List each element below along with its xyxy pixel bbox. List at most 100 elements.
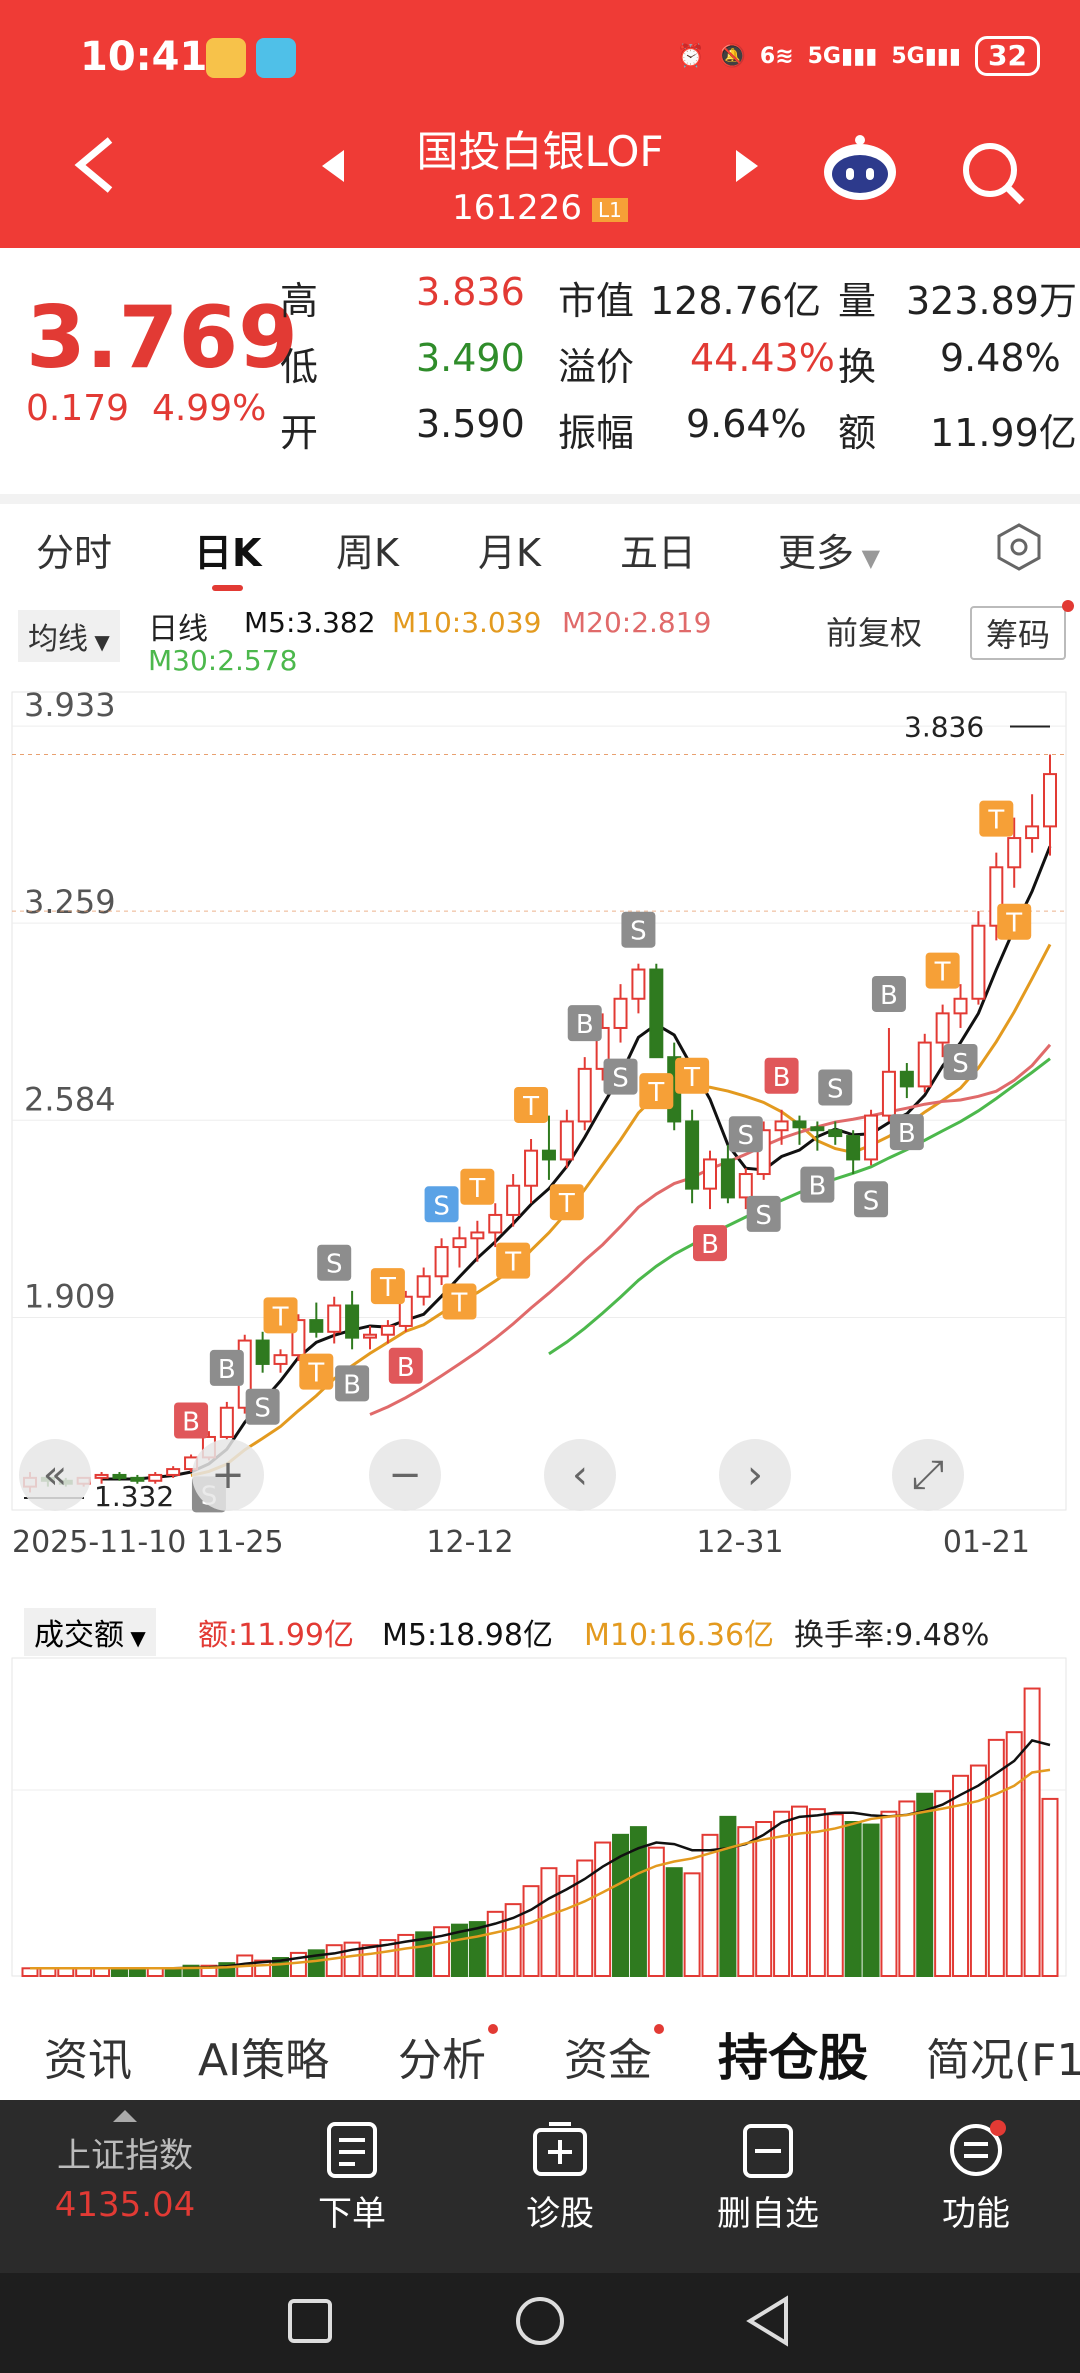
volume-bar xyxy=(450,1923,468,1977)
next-stock-button[interactable] xyxy=(736,150,758,182)
volume-bar xyxy=(415,1931,433,1978)
tab-weekly-k[interactable]: 周K xyxy=(336,531,399,575)
tab-analysis[interactable]: 分析 xyxy=(398,2024,498,2088)
volume-bar xyxy=(1005,1731,1023,1977)
functions-button[interactable]: 功能 xyxy=(906,2120,1046,2235)
order-button[interactable]: 下单 xyxy=(282,2120,422,2235)
index-ticker[interactable]: 上证指数 4135.04 xyxy=(40,2110,210,2225)
home-icon[interactable] xyxy=(514,2295,566,2347)
prev-stock-button[interactable] xyxy=(322,150,344,182)
candle-body xyxy=(148,1473,163,1482)
control-circle xyxy=(19,1439,91,1511)
trade-marker-S: S xyxy=(317,1244,352,1281)
marker-badge xyxy=(370,1268,405,1305)
candle-body xyxy=(1007,837,1022,869)
ma-selector[interactable]: 均线 ▼ xyxy=(18,610,120,662)
control-glyph: ‹ xyxy=(572,1452,588,1498)
volume-bar xyxy=(934,1790,952,1977)
marker-letter: T xyxy=(934,958,951,988)
volume-bar xyxy=(540,1867,558,1977)
marker-badge xyxy=(460,1168,495,1205)
turnover-value: 9.48% xyxy=(940,336,1061,380)
x-tick-label: 12-31 xyxy=(696,1525,783,1560)
marker-badge xyxy=(854,1181,889,1218)
weibo-icon xyxy=(206,38,246,78)
bottom-dock: 上证指数 4135.04 下单 诊股 删自选 功能 xyxy=(0,2100,1080,2273)
diagnose-icon xyxy=(533,2122,587,2176)
marker-letter: B xyxy=(343,1370,361,1400)
candle-body xyxy=(935,1012,950,1044)
marker-letter: S xyxy=(827,1074,844,1104)
tab-intraday[interactable]: 分时 xyxy=(36,531,113,575)
mcap-label: 市值 xyxy=(558,279,635,323)
tab-five-day[interactable]: 五日 xyxy=(620,531,697,575)
back-icon[interactable] xyxy=(70,135,120,195)
x-tick-label: 01-21 xyxy=(943,1525,1030,1560)
recent-apps-icon[interactable] xyxy=(286,2297,334,2345)
chevron-down-icon: ▼ xyxy=(854,544,881,572)
remove-watchlist-button[interactable]: 删自选 xyxy=(698,2120,838,2235)
volume-bar xyxy=(737,1826,755,1977)
control-circle xyxy=(192,1439,264,1511)
tab-holdings[interactable]: 持仓股 xyxy=(718,2029,868,2087)
volume-bar xyxy=(397,1933,415,1977)
marker-badge xyxy=(997,903,1032,940)
candle-body xyxy=(524,1149,539,1187)
settings-hexagon-icon[interactable] xyxy=(994,522,1044,572)
marker-badge xyxy=(621,911,656,948)
candle-body xyxy=(792,1120,807,1129)
volume-bar xyxy=(325,1944,343,1978)
fullscreen-button[interactable]: ⤢ xyxy=(892,1439,964,1511)
scroll-left-button[interactable]: « xyxy=(19,1439,91,1511)
candle-body xyxy=(917,1041,932,1088)
y-tick-label: 1.909 xyxy=(24,1277,116,1315)
candle-body xyxy=(828,1129,843,1138)
tab-ai-strategy[interactable]: AI策略 xyxy=(198,2035,330,2086)
volume-bar xyxy=(826,1813,844,1977)
kline-chart[interactable]: 3.9333.2592.5841.909BSBSTTSBTBSTTTTTBSST… xyxy=(0,680,1080,1610)
period-tabs: 分时 日K 周K 月K 五日 更多 ▼ xyxy=(0,510,1080,591)
adjust-mode[interactable]: 前复权 xyxy=(826,614,923,652)
volume-bar xyxy=(987,1738,1005,1977)
volume-bar xyxy=(200,1964,218,1978)
candle-body xyxy=(273,1354,288,1365)
volume-bar xyxy=(379,1939,397,1978)
tab-profile[interactable]: 简况(F1 xyxy=(926,2035,1080,2086)
tab-funds[interactable]: 资金 xyxy=(564,2024,664,2088)
next-button[interactable]: › xyxy=(719,1439,791,1511)
candle-body xyxy=(452,1237,467,1249)
robot-assistant-icon[interactable] xyxy=(820,132,900,204)
prev-button[interactable]: ‹ xyxy=(544,1439,616,1511)
tab-monthly-k[interactable]: 月K xyxy=(478,531,541,575)
candle-body xyxy=(130,1476,145,1482)
volume-label: 量 xyxy=(838,279,877,323)
tab-more[interactable]: 更多 ▼ xyxy=(778,531,881,575)
tab-news[interactable]: 资讯 xyxy=(44,2035,132,2086)
marker-badge xyxy=(889,1114,924,1151)
trade-marker-T: T xyxy=(442,1283,477,1320)
marker-letter: B xyxy=(880,981,898,1011)
zoom-in-button[interactable]: + xyxy=(192,1439,264,1511)
volume-bar xyxy=(576,1859,594,1977)
volume-bar xyxy=(629,1826,647,1977)
marker-letter: T xyxy=(1005,909,1022,939)
x-tick-label: 12-12 xyxy=(426,1525,513,1560)
back-nav-icon[interactable] xyxy=(744,2295,792,2347)
candle-body xyxy=(416,1275,431,1298)
trade-marker-B: B xyxy=(871,975,906,1012)
tab-daily-k[interactable]: 日K xyxy=(194,522,261,591)
volume-selector[interactable]: 成交额 ▼ xyxy=(24,1608,156,1656)
marker-letter: B xyxy=(701,1230,719,1260)
chips-button[interactable]: 筹码 xyxy=(969,606,1066,660)
zoom-out-button[interactable]: − xyxy=(369,1439,441,1511)
candle-body xyxy=(846,1135,861,1161)
search-icon[interactable] xyxy=(960,140,1026,206)
ma20-value: M20:2.819 xyxy=(562,606,712,639)
diagnose-button[interactable]: 诊股 xyxy=(490,2120,630,2235)
candle-body xyxy=(613,997,628,1029)
marker-letter: B xyxy=(773,1063,791,1093)
marker-letter: B xyxy=(397,1353,415,1383)
trade-marker-S: S xyxy=(943,1043,978,1080)
control-glyph: − xyxy=(388,1452,422,1498)
